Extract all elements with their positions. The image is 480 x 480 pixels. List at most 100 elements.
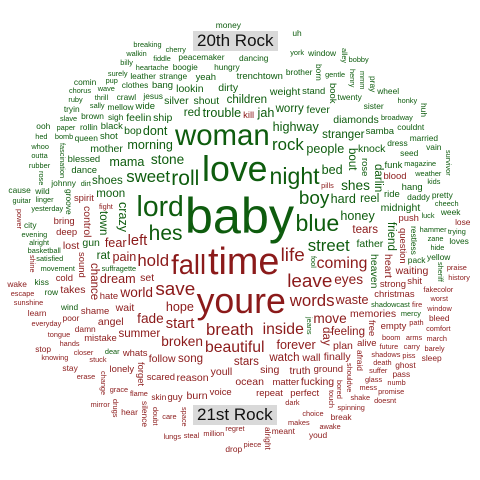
word: shine [27,255,37,273]
word: hard [330,192,356,207]
word: steal [183,431,200,441]
word: arms [405,332,423,342]
word: dirt [80,178,91,188]
word: song [178,352,204,365]
word: feelin [126,111,152,124]
word: bored [335,380,345,399]
word: doubt [151,406,161,425]
word: ghost [395,359,416,370]
word: pray [367,75,378,92]
word: kids [427,176,441,186]
word: rose [36,170,46,186]
word: silence [140,401,151,428]
word: poor [62,312,80,323]
word: stay [62,362,78,373]
word: yellow [427,251,451,262]
word: cheech [434,198,459,208]
word: forget [135,362,147,387]
word: window [308,48,337,59]
word: words [289,291,335,311]
word: rose [358,157,370,177]
word: town [97,211,110,236]
word: fear [104,235,127,250]
word: magazine [404,159,437,169]
word: clothes [121,80,149,91]
word: broadway [380,113,413,123]
word: voice [209,386,232,398]
word: youre [196,280,286,321]
word: highway [272,120,319,135]
word: sister [363,100,384,111]
word: waiting [395,264,429,277]
word: finally [323,350,351,363]
word: midnight [380,201,421,214]
word: carry [403,342,420,352]
word: linger [35,195,54,205]
word: breath [206,319,254,339]
word: meant [271,426,295,437]
word: fight [98,202,113,212]
word: lord [136,190,184,223]
word: gentle [325,69,346,79]
word: morning [127,138,173,153]
word: ship [153,111,173,124]
word: skin [151,391,167,402]
word: comfort [426,323,451,333]
word: book [327,83,339,104]
word: hed [35,131,48,141]
word: trouble [202,106,242,121]
word: baby [184,186,295,244]
word: chorus [68,86,91,96]
word: repeat [256,388,283,400]
word: set [140,272,155,285]
word: hate [99,291,119,303]
word: bomb [54,131,74,141]
word: learn [27,307,47,318]
word: city [23,220,37,231]
word: woman [174,119,270,153]
word: kiss [34,277,49,288]
word: sweet [126,167,171,187]
word: youd [308,429,328,440]
word: chance [88,262,101,300]
word: youll [210,366,233,379]
word: samba [365,125,394,137]
word: seed [400,147,419,158]
word: boom [382,333,401,343]
word: mmm [358,71,368,90]
word: sound [76,251,88,278]
word: stuck [89,355,107,365]
word: blood [383,171,407,183]
word: restless [409,225,420,255]
word: satisfied [36,254,64,264]
word: afraid [355,350,366,372]
word: love [202,149,268,190]
word: crazy [116,202,131,233]
word: fool [308,256,318,269]
word: shit [407,276,422,288]
word: dark [285,398,300,408]
word: heaven [368,253,381,288]
word: makes [288,418,310,428]
word: heartache [135,62,169,72]
word: honky [397,96,418,106]
word: cold [55,272,74,284]
word: moon [96,188,126,201]
word: pack [407,254,426,265]
word: stone [150,151,185,167]
word: hide [430,242,445,252]
word: ocean [235,375,264,388]
word: boy [298,188,330,210]
word: tryin [63,103,80,114]
word: stop [35,343,52,354]
word: left [127,233,148,250]
word: zane [427,233,444,243]
word: dont [142,124,168,139]
word: stars [233,355,259,368]
word: sheriff [435,262,445,283]
word: honey [340,209,375,224]
word: movement [40,263,75,273]
word: whoo [31,141,49,151]
word: sing [260,364,280,377]
word: dress [387,137,408,148]
